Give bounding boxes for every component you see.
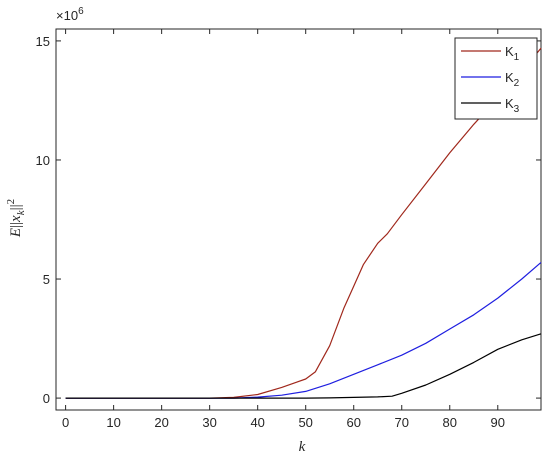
legend-label-k1: K1 <box>505 44 520 63</box>
x-tick-label: 40 <box>250 415 264 430</box>
x-tick-label: 10 <box>106 415 120 430</box>
x-tick-label: 70 <box>395 415 409 430</box>
x-tick-label: 90 <box>491 415 505 430</box>
x-axis-label: k <box>299 439 306 455</box>
x-tick-label: 50 <box>298 415 312 430</box>
y-tick-label: 0 <box>43 391 50 406</box>
series-line-k1 <box>65 47 542 399</box>
y-tick-label: 15 <box>36 34 50 49</box>
x-tick-label: 0 <box>62 415 69 430</box>
series-lines <box>65 47 542 399</box>
y-multiplier: ×106 <box>56 6 84 23</box>
x-tick-label: 20 <box>154 415 168 430</box>
legend-label-k3: K3 <box>505 96 520 115</box>
axes: 0 10 20 30 40 50 60 70 80 90 0 5 10 15 <box>36 29 541 430</box>
y-axis-label: E||xk||2 <box>5 199 27 238</box>
x-tick-label: 30 <box>202 415 216 430</box>
y-tick-label: 5 <box>43 272 50 287</box>
legend: K1 K2 K3 <box>454 37 538 120</box>
series-line-k3 <box>65 333 542 399</box>
legend-label-k2: K2 <box>505 70 520 89</box>
series-line-k2 <box>65 261 542 399</box>
legend-box <box>454 37 538 120</box>
x-tick-label: 80 <box>443 415 457 430</box>
y-tick-label: 10 <box>36 153 50 168</box>
x-tick-label: 60 <box>346 415 360 430</box>
